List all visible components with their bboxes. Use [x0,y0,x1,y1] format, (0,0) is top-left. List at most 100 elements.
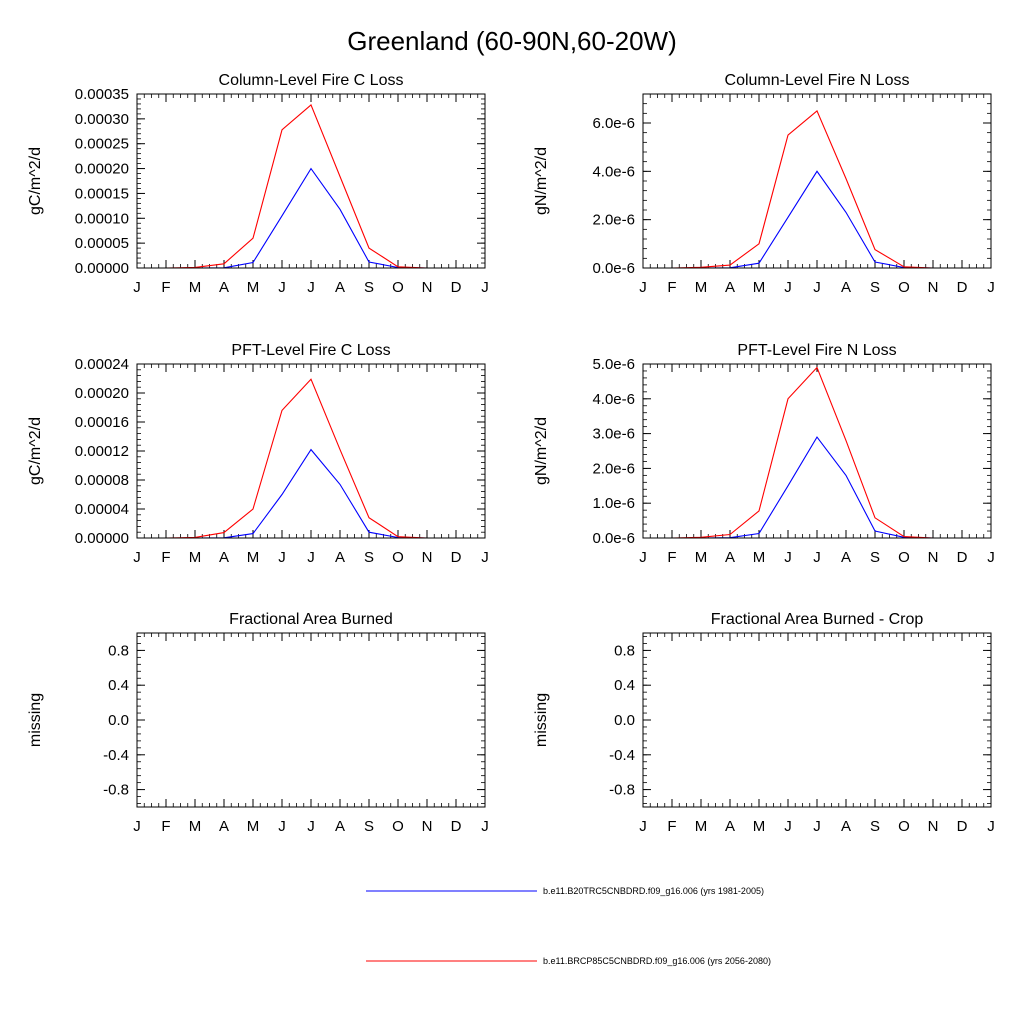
x-tick-label: J [813,549,821,566]
x-tick-label: M [695,818,708,835]
x-tick-label: O [898,549,910,566]
x-tick-label: D [957,549,968,566]
x-tick-label: S [364,549,374,566]
x-tick-label: M [753,818,766,835]
x-tick-label: A [725,818,735,835]
y-tick-label: 0.00025 [75,136,129,153]
x-tick-label: S [870,818,880,835]
y-tick-label: 0.00016 [75,414,129,431]
plot-frame [642,632,992,808]
x-tick-label: A [335,279,345,296]
x-tick-label: N [928,549,939,566]
y-tick-label: 0.8 [108,642,129,659]
y-tick-label: 4.0e-6 [592,163,635,180]
x-tick-label: A [725,549,735,566]
panel-title: Column-Level Fire C Loss [219,72,404,89]
y-tick-label: 0.00008 [75,472,129,489]
y-tick-label: -0.8 [609,782,635,799]
x-tick-label: F [161,549,170,566]
x-tick-label: S [870,279,880,296]
series-line-historical [643,436,991,539]
series-line-rcp85 [643,110,991,269]
y-tick-label: 2.0e-6 [592,460,635,477]
x-tick-label: O [392,279,404,296]
x-tick-label: J [987,549,995,566]
x-tick-label: M [247,279,260,296]
y-tick-label: 0.0e-6 [592,260,635,277]
x-tick-label: N [422,549,433,566]
x-tick-label: J [784,818,792,835]
x-tick-label: M [753,279,766,296]
y-tick-label: 2.0e-6 [592,212,635,229]
x-tick-label: F [667,818,676,835]
x-tick-label: J [481,549,489,566]
y-tick-label: 0.00015 [75,185,129,202]
x-tick-label: N [422,818,433,835]
panel-title: Fractional Area Burned - Crop [711,611,924,628]
plot-frame [136,93,486,269]
y-tick-label: 6.0e-6 [592,115,635,132]
x-tick-label: J [784,549,792,566]
y-tick-label: 0.0 [108,712,129,729]
x-tick-label: F [161,818,170,835]
y-tick-label: 4.0e-6 [592,391,635,408]
y-axis-label: missing [27,693,44,747]
series-line-rcp85 [137,103,485,269]
y-tick-label: 1.0e-6 [592,495,635,512]
x-tick-label: J [784,279,792,296]
y-tick-label: 0.00010 [75,210,129,227]
x-tick-label: J [813,279,821,296]
x-tick-label: J [813,818,821,835]
x-tick-label: M [189,279,202,296]
y-tick-label: 0.00005 [75,235,129,252]
x-tick-label: S [364,279,374,296]
x-tick-label: J [987,818,995,835]
x-tick-label: J [987,279,995,296]
x-tick-label: O [898,279,910,296]
y-axis-label: gN/m^2/d [533,417,550,485]
y-tick-label: 5.0e-6 [592,356,635,373]
y-tick-label: 0.00035 [75,86,129,103]
x-tick-label: N [928,818,939,835]
x-tick-label: A [335,818,345,835]
x-tick-label: F [667,549,676,566]
legend-label-rcp85: b.e11.BRCP85C5CNBDRD.f09_g16.006 (yrs 20… [543,956,771,966]
x-tick-label: D [451,818,462,835]
plot-frame [642,93,992,269]
x-tick-label: D [451,279,462,296]
panel-title: Column-Level Fire N Loss [725,72,910,89]
series-line-rcp85 [137,378,485,539]
x-tick-label: D [957,279,968,296]
y-tick-label: 0.0 [614,712,635,729]
figure-title: Greenland (60-90N,60-20W) [347,26,677,56]
y-tick-label: 0.00004 [75,501,129,518]
x-tick-label: F [161,279,170,296]
x-tick-label: F [667,279,676,296]
x-tick-label: A [841,279,851,296]
y-tick-label: 0.00030 [75,111,129,128]
x-tick-label: A [219,279,229,296]
y-tick-label: 0.8 [614,642,635,659]
x-tick-label: J [307,818,315,835]
plot-frame [136,632,486,808]
x-tick-label: J [133,279,141,296]
panel-title: PFT-Level Fire C Loss [231,342,390,359]
x-tick-label: J [133,549,141,566]
y-tick-label: 3.0e-6 [592,426,635,443]
legend: b.e11.B20TRC5CNBDRD.f09_g16.006 (yrs 198… [366,886,771,966]
legend-label-historical: b.e11.B20TRC5CNBDRD.f09_g16.006 (yrs 198… [543,886,764,896]
panel-title: PFT-Level Fire N Loss [737,342,896,359]
x-tick-label: A [841,549,851,566]
y-tick-label: -0.4 [609,747,635,764]
series-line-rcp85 [643,366,991,539]
x-tick-label: J [133,818,141,835]
x-tick-label: J [278,818,286,835]
x-tick-label: D [957,818,968,835]
x-tick-label: M [247,549,260,566]
y-tick-label: 0.4 [108,677,129,694]
